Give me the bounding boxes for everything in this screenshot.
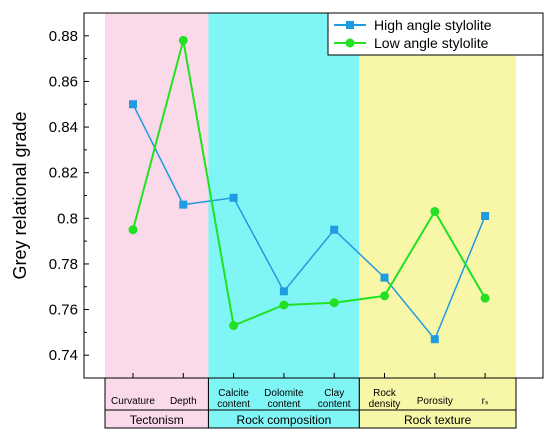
group-band-0 [105,13,209,378]
data-point-high-angle [330,225,339,234]
y-tick-label: 0.82 [49,165,78,182]
y-tick-label: 0.76 [49,302,78,319]
y-tick-label: 0.88 [49,28,78,45]
group-table-band-2 [359,378,516,428]
data-point-low-angle [229,321,239,331]
data-point-high-angle [279,287,288,296]
x-category-label: Clay [324,388,344,399]
data-point-low-angle [380,291,389,301]
data-point-high-angle [229,193,238,202]
x-category-label: content [267,399,300,410]
group-band-2 [359,13,516,378]
y-tick-label: 0.74 [49,347,78,364]
y-axis-label: Grey relational grade [10,111,30,279]
data-point-low-angle [178,35,188,45]
group-label-1: Rock composition [237,413,332,427]
y-tick-label: 0.84 [49,119,78,136]
legend-label-1: Low angle stylolite [374,35,489,51]
legend-marker-circle [345,38,355,48]
x-category-label: density [369,399,401,410]
x-category-label: content [217,399,250,410]
y-tick-label: 0.8 [57,210,78,227]
data-point-low-angle [480,293,490,303]
x-category-label: Curvature [111,396,155,407]
data-point-low-angle [128,225,138,235]
group-label-2: Rock texture [404,413,472,427]
data-point-low-angle [430,206,440,216]
x-category-label: Depth [170,396,197,407]
data-point-high-angle [380,273,389,282]
data-point-high-angle [430,335,439,344]
x-category-label: Calcite [218,388,249,399]
series-line-1 [132,40,486,327]
x-category-label: Dolomite [264,388,304,399]
x-category-label: content [318,399,351,410]
y-tick-label: 0.86 [49,73,78,90]
series-line-0 [132,103,486,341]
legend-marker-square [346,21,354,29]
legend-box [327,12,544,56]
data-point-high-angle [179,200,188,209]
x-category-label: rₛ [482,396,489,407]
legend-label-0: High angle stylolite [374,17,492,33]
data-point-high-angle [129,100,137,109]
x-category-label: Rock [373,388,397,399]
group-label-0: Tectonism [130,413,184,427]
data-point-low-angle [279,300,289,310]
x-category-label: Porosity [417,396,453,407]
data-point-low-angle [329,298,339,308]
group-table-frame-2 [358,377,517,429]
group-table-band-1 [208,378,360,428]
data-point-high-angle [481,212,490,221]
group-table-band-0 [105,378,209,428]
y-tick-label: 0.78 [49,256,78,273]
